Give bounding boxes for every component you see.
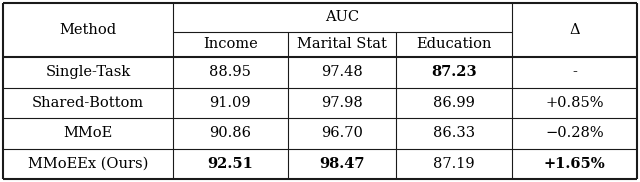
Text: Shared-Bottom: Shared-Bottom <box>32 96 144 110</box>
Text: 88.95: 88.95 <box>209 65 252 79</box>
Text: 86.33: 86.33 <box>433 126 475 141</box>
Text: MMoEEx (Ours): MMoEEx (Ours) <box>28 157 148 171</box>
Text: +0.85%: +0.85% <box>545 96 604 110</box>
Text: 87.23: 87.23 <box>431 65 477 79</box>
Text: Single-Task: Single-Task <box>45 65 131 79</box>
Text: 98.47: 98.47 <box>319 157 365 171</box>
Text: +1.65%: +1.65% <box>543 157 605 171</box>
Text: Δ: Δ <box>569 23 580 37</box>
Text: 86.99: 86.99 <box>433 96 475 110</box>
Text: 92.51: 92.51 <box>207 157 253 171</box>
Text: 97.98: 97.98 <box>321 96 363 110</box>
Text: -: - <box>572 65 577 79</box>
Text: Marital Stat: Marital Stat <box>297 37 387 52</box>
Text: 96.70: 96.70 <box>321 126 363 141</box>
Text: 90.86: 90.86 <box>209 126 252 141</box>
Text: −0.28%: −0.28% <box>545 126 604 141</box>
Text: Method: Method <box>60 23 116 37</box>
Text: AUC: AUC <box>325 10 360 24</box>
Text: Income: Income <box>203 37 258 52</box>
Text: 91.09: 91.09 <box>209 96 252 110</box>
Text: Education: Education <box>416 37 492 52</box>
Text: 87.19: 87.19 <box>433 157 475 171</box>
Text: MMoE: MMoE <box>63 126 113 141</box>
Text: 97.48: 97.48 <box>321 65 363 79</box>
